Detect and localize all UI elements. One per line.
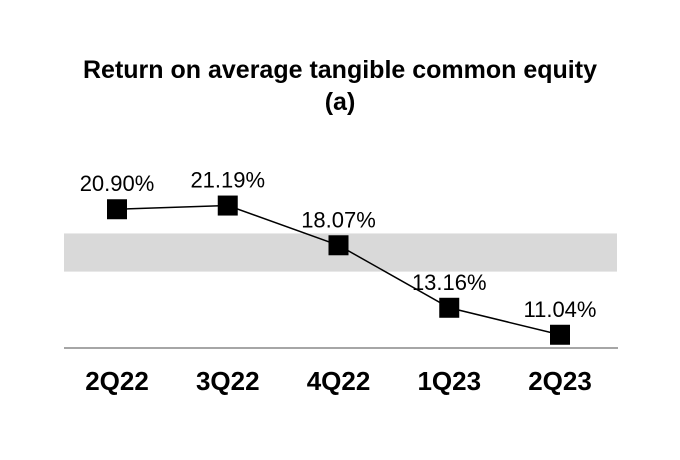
x-axis-label-2Q22: 2Q22 (85, 366, 149, 396)
x-axis-label-2Q23: 2Q23 (528, 366, 592, 396)
data-point-marker-3Q22 (217, 195, 238, 216)
x-axis-label-4Q22: 4Q22 (307, 366, 371, 396)
chart-title: Return on average tangible common equity… (83, 56, 597, 116)
data-point-marker-2Q22 (107, 199, 127, 220)
data-label-2Q22: 20.90% (80, 171, 155, 196)
data-point-marker-2Q23 (550, 324, 570, 345)
data-point-marker-4Q22 (328, 235, 349, 256)
data-point-marker-1Q23 (439, 297, 460, 318)
data-label-4Q22: 18.07% (301, 207, 376, 232)
x-axis-label-1Q23: 1Q23 (417, 366, 481, 396)
data-label-3Q22: 21.19% (190, 168, 265, 193)
data-label-1Q23: 13.16% (412, 270, 487, 295)
x-axis-label-3Q22: 3Q22 (196, 366, 260, 396)
data-label-2Q23: 11.04% (524, 297, 597, 322)
